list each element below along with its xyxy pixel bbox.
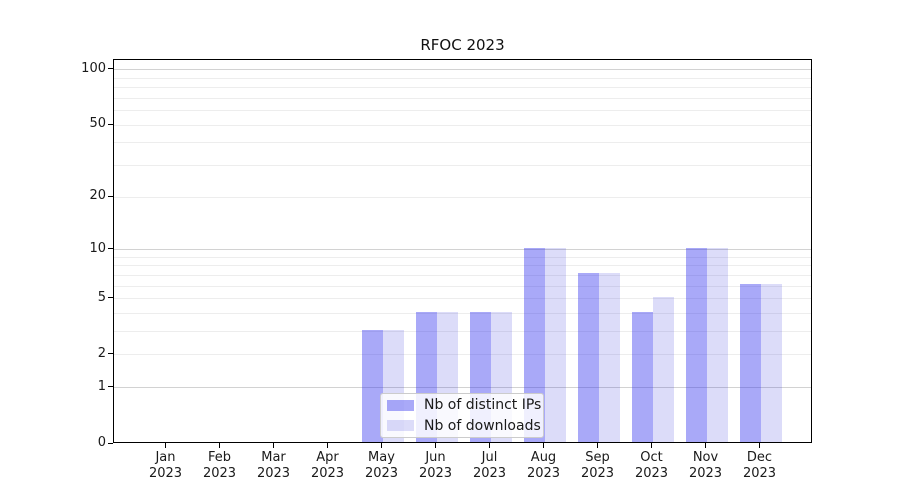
x-tick-label: Nov 2023 bbox=[688, 450, 723, 481]
bar-nb-of-distinct-ips-sep-2023 bbox=[577, 273, 599, 442]
bar-nb-of-distinct-ips-dec-2023 bbox=[739, 284, 761, 442]
x-tick-mark bbox=[165, 443, 166, 448]
y-tick-label: 50 bbox=[89, 116, 106, 132]
gridline-minor bbox=[114, 274, 811, 276]
x-tick-label: Jan 2023 bbox=[148, 450, 183, 481]
gridline-major bbox=[114, 387, 811, 389]
x-tick-mark bbox=[597, 443, 598, 448]
gridline-minor bbox=[114, 165, 811, 167]
bar-nb-of-downloads-sep-2023 bbox=[598, 273, 620, 442]
x-tick-mark bbox=[435, 443, 436, 448]
gridline-minor bbox=[114, 354, 811, 356]
x-tick-label: Mar 2023 bbox=[256, 450, 291, 481]
legend-swatch-distinct-ips bbox=[387, 399, 414, 411]
x-tick-mark bbox=[543, 443, 544, 448]
y-tick-label: 2 bbox=[97, 345, 106, 361]
x-tick-mark bbox=[219, 443, 220, 448]
legend-label-distinct-ips: Nb of distinct IPs bbox=[424, 397, 542, 414]
bar-nb-of-distinct-ips-may-2023 bbox=[361, 329, 383, 442]
y-tick-mark bbox=[108, 248, 113, 250]
bar-nb-of-distinct-ips-oct-2023 bbox=[631, 311, 653, 442]
x-tick-label: Jul 2023 bbox=[472, 450, 507, 481]
x-tick-mark bbox=[759, 443, 760, 448]
gridline-minor bbox=[114, 256, 811, 258]
x-tick-mark bbox=[273, 443, 274, 448]
bar-nb-of-downloads-oct-2023 bbox=[652, 296, 674, 442]
y-tick-label: 20 bbox=[89, 188, 106, 204]
x-tick-label: Aug 2023 bbox=[526, 450, 561, 481]
bar-nb-of-downloads-dec-2023 bbox=[760, 284, 782, 442]
y-tick-mark bbox=[108, 297, 113, 299]
chart-title: RFOC 2023 bbox=[420, 36, 505, 54]
y-tick-mark bbox=[108, 353, 113, 355]
gridline-minor bbox=[114, 77, 811, 79]
gridline-minor bbox=[114, 196, 811, 198]
gridline-minor bbox=[114, 142, 811, 144]
x-tick-label: Oct 2023 bbox=[634, 450, 669, 481]
y-tick-mark bbox=[108, 68, 113, 70]
bar-nb-of-downloads-nov-2023 bbox=[706, 247, 728, 442]
gridline-minor bbox=[114, 110, 811, 112]
gridline-minor bbox=[114, 265, 811, 267]
x-tick-mark bbox=[381, 443, 382, 448]
y-tick-label: 0 bbox=[97, 435, 106, 450]
legend-swatch-downloads bbox=[387, 420, 414, 432]
bar-nb-of-distinct-ips-nov-2023 bbox=[685, 247, 707, 442]
gridline-minor bbox=[114, 97, 811, 99]
gridline-minor bbox=[114, 124, 811, 126]
x-tick-mark bbox=[705, 443, 706, 448]
x-tick-mark bbox=[651, 443, 652, 448]
x-tick-label: Sep 2023 bbox=[580, 450, 615, 481]
gridline-minor bbox=[114, 285, 811, 287]
y-tick-mark bbox=[108, 123, 113, 125]
x-tick-mark bbox=[327, 443, 328, 448]
legend-item-downloads: Nb of downloads bbox=[387, 417, 541, 436]
y-tick-label: 1 bbox=[97, 378, 106, 394]
legend-item-distinct-ips: Nb of distinct IPs bbox=[387, 396, 541, 415]
gridline-minor bbox=[114, 87, 811, 89]
x-tick-label: Dec 2023 bbox=[742, 450, 777, 481]
x-tick-mark bbox=[489, 443, 490, 448]
y-tick-label: 100 bbox=[81, 60, 106, 76]
bar-nb-of-downloads-aug-2023 bbox=[544, 247, 566, 442]
y-tick-mark bbox=[108, 442, 113, 444]
x-tick-label: Jun 2023 bbox=[418, 450, 453, 481]
y-tick-label: 10 bbox=[89, 240, 106, 256]
gridline-minor bbox=[114, 298, 811, 300]
x-tick-label: May 2023 bbox=[364, 450, 399, 481]
x-tick-label: Feb 2023 bbox=[202, 450, 237, 481]
gridline-minor bbox=[114, 313, 811, 314]
gridline-minor bbox=[114, 331, 811, 333]
plot-area bbox=[113, 59, 812, 443]
gridline-major bbox=[114, 249, 811, 251]
gridline-major bbox=[114, 69, 811, 71]
y-tick-mark bbox=[108, 386, 113, 388]
x-tick-label: Apr 2023 bbox=[310, 450, 345, 481]
legend-label-downloads: Nb of downloads bbox=[424, 417, 541, 434]
y-tick-label: 5 bbox=[97, 289, 106, 305]
y-tick-mark bbox=[108, 195, 113, 197]
legend: Nb of distinct IPs Nb of downloads bbox=[380, 393, 544, 438]
